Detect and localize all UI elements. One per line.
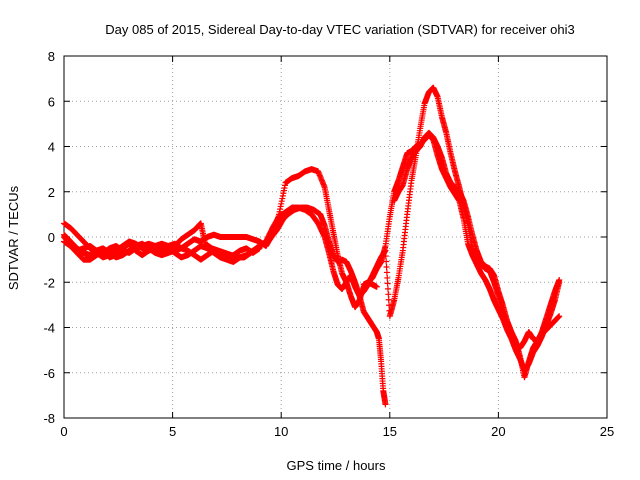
data-point [382, 253, 389, 260]
data-point [385, 291, 392, 298]
y-tick-label: -2 [43, 275, 55, 290]
data-point [384, 285, 391, 292]
data-point [383, 269, 390, 276]
data-point [383, 263, 390, 270]
data-point [384, 280, 391, 287]
data-point [385, 296, 392, 303]
x-tick-label: 10 [274, 424, 288, 439]
y-tick-label: 8 [48, 49, 55, 64]
y-tick-label: 6 [48, 94, 55, 109]
y-tick-label: 2 [48, 185, 55, 200]
y-tick-label: -8 [43, 411, 55, 426]
axis-ticks [63, 55, 608, 419]
data-point [383, 258, 390, 265]
x-tick-label: 5 [169, 424, 176, 439]
x-tick-label: 25 [600, 424, 614, 439]
data-points [61, 84, 563, 408]
x-tick-label: 0 [60, 424, 67, 439]
data-point [382, 247, 389, 254]
data-point [556, 313, 563, 320]
x-tick-label: 15 [383, 424, 397, 439]
y-tick-labels: -8 -6 -4 -2 0 2 4 6 8 [43, 49, 55, 426]
y-tick-label: 0 [48, 230, 55, 245]
data-point [373, 283, 380, 290]
x-tick-label: 20 [491, 424, 505, 439]
x-axis-label: GPS time / hours [287, 458, 386, 473]
y-tick-label: -4 [43, 321, 55, 336]
data-point [556, 276, 563, 283]
data-point [384, 274, 391, 281]
y-tick-label: 4 [48, 140, 55, 155]
data-point [256, 245, 263, 252]
chart-title: Day 085 of 2015, Sidereal Day-to-day VTE… [105, 22, 574, 37]
y-tick-label: -6 [43, 366, 55, 381]
x-tick-labels: 0 5 10 15 20 25 [60, 424, 614, 439]
grid-lines [64, 56, 607, 418]
series-trace-4 [61, 129, 563, 381]
data-point [382, 401, 389, 408]
y-axis-label: SDTVAR / TECUs [6, 185, 21, 290]
series-trace-3 [61, 84, 563, 351]
